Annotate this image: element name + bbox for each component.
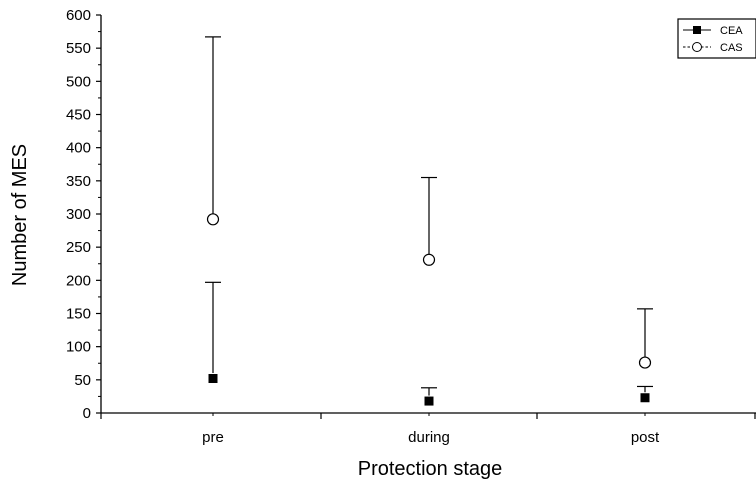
x-axis-title: Protection stage bbox=[358, 458, 503, 480]
y-tick-label: 300 bbox=[66, 206, 91, 223]
x-tick-label: during bbox=[408, 429, 450, 446]
data-point bbox=[208, 374, 218, 384]
y-tick-label: 100 bbox=[66, 339, 91, 356]
data-point bbox=[424, 396, 434, 406]
y-tick-label: 550 bbox=[66, 40, 91, 57]
y-tick-label: 50 bbox=[74, 372, 91, 389]
x-tick-label: post bbox=[631, 429, 660, 446]
legend-box bbox=[677, 18, 756, 59]
y-tick-label: 150 bbox=[66, 306, 91, 323]
y-axis-title: Number of MES bbox=[9, 144, 31, 286]
legend-label: CAS bbox=[720, 42, 743, 54]
data-point bbox=[640, 393, 650, 403]
plot-area: 0 50 100 150 200 250 300 350 400 450 500 550 600 pre d… bbox=[66, 7, 756, 446]
y-tick-label: 250 bbox=[66, 239, 91, 256]
legend-label: CEA bbox=[720, 25, 743, 37]
y-tick-label: 500 bbox=[66, 73, 91, 90]
y-tick-label: 450 bbox=[66, 107, 91, 124]
y-tick-label: 200 bbox=[66, 272, 91, 289]
y-tick-label: 400 bbox=[66, 140, 91, 157]
data-point bbox=[422, 253, 436, 266]
data-point bbox=[206, 213, 220, 226]
x-tick-label: pre bbox=[202, 429, 224, 446]
y-tick-label: 600 bbox=[66, 7, 91, 24]
y-tick-label: 0 bbox=[83, 405, 91, 422]
y-tick-label: 350 bbox=[66, 173, 91, 190]
legend-marker bbox=[693, 26, 701, 34]
data-point bbox=[638, 356, 652, 369]
legend-marker bbox=[692, 42, 702, 52]
